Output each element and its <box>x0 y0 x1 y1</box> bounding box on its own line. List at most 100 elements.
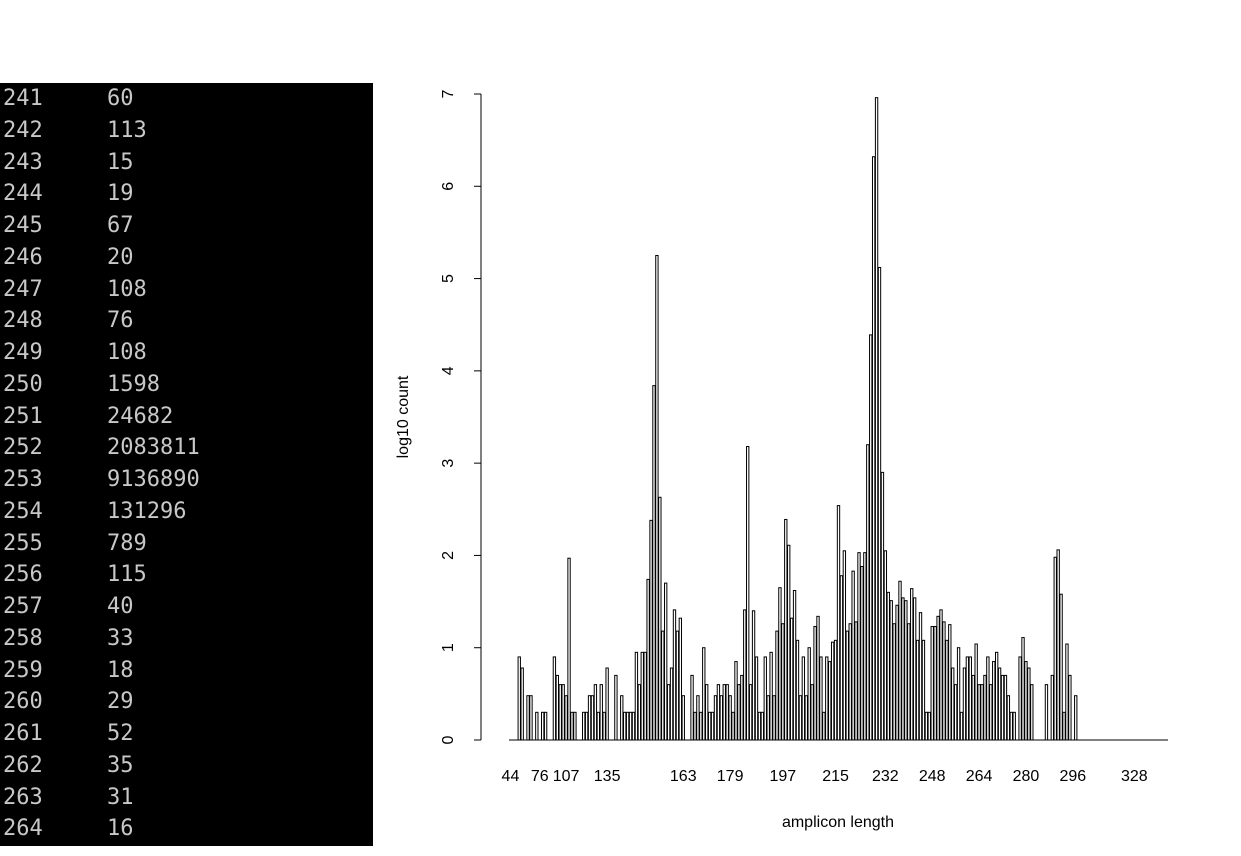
x-tick-label: 44 <box>502 768 520 785</box>
y-tick-label: 5 <box>440 274 457 283</box>
terminal-count-cell: 29 <box>107 689 134 715</box>
terminal-count-cell: 20 <box>107 244 134 270</box>
bar <box>705 684 709 741</box>
bar <box>810 684 814 741</box>
bar <box>924 711 929 741</box>
terminal-row: 244 19 <box>0 178 373 210</box>
bar <box>640 651 644 741</box>
bar <box>983 674 987 741</box>
y-tick-label: 4 <box>440 366 457 375</box>
terminal-row: 263 31 <box>0 782 373 814</box>
bar <box>564 695 568 741</box>
bar <box>848 623 852 741</box>
bar <box>1074 695 1078 741</box>
bar <box>939 609 943 741</box>
bar <box>728 695 732 741</box>
terminal-row: 256 115 <box>0 559 373 591</box>
bar <box>649 519 653 741</box>
bar <box>605 667 609 741</box>
bar <box>965 656 970 741</box>
terminal-length-cell: 249 <box>3 340 43 365</box>
terminal-length-cell: 245 <box>3 213 43 238</box>
terminal-row: 258 33 <box>0 623 373 655</box>
bar <box>763 656 767 741</box>
bar <box>801 656 806 741</box>
bar <box>918 612 923 741</box>
bar <box>658 496 662 741</box>
bar <box>977 684 981 741</box>
terminal-count-cell: 52 <box>107 721 134 746</box>
bar <box>845 630 849 741</box>
bar <box>772 695 776 741</box>
terminal-length-cell: 243 <box>3 149 43 175</box>
terminal-row: 248 76 <box>0 305 373 337</box>
terminal-count-cell: 789 <box>107 530 147 556</box>
bar <box>582 711 586 741</box>
x-axis-label: amplicon length <box>782 814 894 831</box>
terminal-row: 257 40 <box>0 591 373 623</box>
bar <box>795 639 800 741</box>
bar <box>869 334 873 741</box>
bar <box>892 623 896 741</box>
bar <box>631 711 636 741</box>
bar <box>1068 674 1072 741</box>
bar <box>681 695 685 741</box>
bar <box>541 711 545 741</box>
bar <box>593 684 598 741</box>
bar <box>751 610 756 741</box>
bar <box>833 639 838 741</box>
y-tick-label: 1 <box>440 643 457 652</box>
terminal-count-cell: 113 <box>107 117 147 143</box>
terminal-length-cell: 248 <box>3 308 43 334</box>
bar <box>1018 656 1022 741</box>
bar <box>746 446 750 741</box>
bar <box>655 255 659 741</box>
terminal-count-cell: 19 <box>107 181 134 207</box>
terminal-length-cell: 255 <box>3 530 43 556</box>
bar <box>968 656 972 741</box>
bar <box>822 711 826 741</box>
bar <box>623 711 627 741</box>
bar <box>915 639 920 741</box>
bar <box>789 617 794 741</box>
bar <box>781 623 785 741</box>
bar <box>754 656 759 741</box>
bar <box>766 695 770 741</box>
bar <box>836 505 841 741</box>
bar <box>760 711 765 741</box>
bar <box>1027 667 1031 741</box>
bar <box>989 684 993 741</box>
bar <box>672 609 677 741</box>
bar <box>807 647 811 741</box>
terminal-count-cell: 24682 <box>107 403 174 429</box>
terminal-length-cell: 244 <box>3 181 43 207</box>
bar <box>910 588 914 741</box>
terminal-row: 264 16 <box>0 813 373 845</box>
x-tick-label: 296 <box>1059 768 1086 785</box>
y-tick-label: 3 <box>440 459 457 468</box>
bar <box>1012 711 1016 741</box>
bar <box>904 600 908 741</box>
terminal-length-cell: 247 <box>3 276 43 302</box>
bar <box>819 656 823 741</box>
x-tick-label: 163 <box>670 768 697 785</box>
terminal-row: 253 9136890 <box>0 464 373 496</box>
bar <box>652 385 656 741</box>
terminal-length-cell: 242 <box>3 117 43 143</box>
bar <box>731 711 735 741</box>
y-tick-label: 7 <box>440 89 457 98</box>
terminal-row: 246 20 <box>0 242 373 274</box>
bar <box>866 444 870 741</box>
bar <box>784 518 788 741</box>
terminal-row: 260 29 <box>0 686 373 718</box>
bar <box>517 656 521 741</box>
bar <box>713 695 718 741</box>
bars-group <box>509 97 1168 741</box>
bar <box>874 97 879 741</box>
bar <box>646 578 650 741</box>
bar <box>775 630 779 741</box>
bar <box>1024 661 1028 741</box>
terminal-count-cell: 76 <box>107 308 134 334</box>
terminal-length-cell: 264 <box>3 816 43 842</box>
bar <box>702 647 706 741</box>
